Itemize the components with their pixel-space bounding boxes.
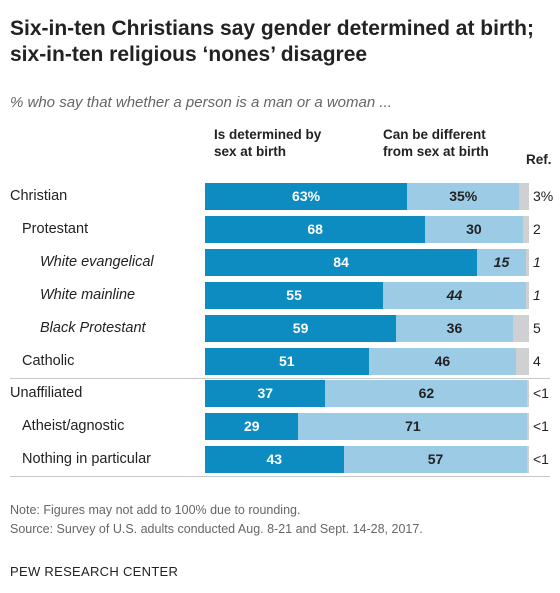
value-label-ref: 1 bbox=[533, 287, 541, 303]
value-label-determined: 29 bbox=[243, 418, 260, 434]
note-text: Note: Figures may not add to 100% due to… bbox=[10, 503, 301, 517]
bar-segment-ref bbox=[527, 380, 529, 407]
bar-segment-determined bbox=[205, 282, 384, 309]
row-label-protestant: Protestant bbox=[22, 221, 89, 237]
bar-segment-determined bbox=[205, 380, 326, 407]
row-label-nothing-in-particular: Nothing in particular bbox=[22, 451, 151, 467]
bar-segment-different bbox=[298, 413, 528, 440]
value-label-different: 15 bbox=[493, 254, 510, 270]
bar-segment-determined bbox=[205, 249, 478, 276]
bar-segment-different bbox=[407, 183, 520, 210]
bar-segment-ref bbox=[525, 249, 529, 276]
bar-row-black-protestant: 59 36 bbox=[205, 315, 529, 342]
value-label-different: 71 bbox=[405, 418, 421, 434]
value-label-ref: 5 bbox=[533, 320, 541, 336]
bar-segment-different bbox=[368, 348, 517, 375]
bar-row-nothing-in-particular: 43 57 bbox=[205, 446, 529, 473]
value-label-different: 62 bbox=[418, 385, 435, 401]
column-header-different: Can be different from sex at birth bbox=[383, 127, 489, 159]
bar-row-protestant: 68 30 bbox=[205, 216, 529, 243]
bar-segment-different bbox=[325, 380, 528, 407]
value-label-determined: 68 bbox=[307, 221, 323, 237]
brand-name: PEW RESEARCH CENTER bbox=[10, 564, 179, 579]
value-label-ref: <1 bbox=[533, 385, 549, 401]
value-label-ref: 3% bbox=[533, 188, 554, 204]
bar-segment-determined bbox=[205, 315, 397, 342]
value-label-different: 35% bbox=[449, 188, 478, 204]
bar-row-atheist-agnostic: 29 71 bbox=[205, 413, 529, 440]
column-header-ref: Ref. bbox=[526, 152, 552, 167]
value-label-different: 46 bbox=[434, 353, 451, 369]
row-label-white-evangelical: White evangelical bbox=[40, 254, 154, 270]
group-separator bbox=[10, 476, 550, 477]
bar-segment-ref bbox=[519, 183, 529, 210]
bar-segment-ref bbox=[527, 446, 529, 473]
value-label-determined: 59 bbox=[292, 320, 309, 336]
bar-row-unaffiliated: 37 62 bbox=[205, 380, 529, 407]
bar-segment-ref bbox=[527, 413, 529, 440]
value-label-determined: 51 bbox=[279, 353, 295, 369]
bar-segment-ref bbox=[522, 216, 529, 243]
bar-row-catholic: 51 46 bbox=[205, 348, 529, 375]
row-label-catholic: Catholic bbox=[22, 353, 75, 369]
bar-segment-ref bbox=[525, 282, 529, 309]
value-label-determined: 63% bbox=[292, 188, 321, 204]
value-label-different: 57 bbox=[427, 451, 444, 467]
source-text: Source: Survey of U.S. adults conducted … bbox=[10, 522, 423, 536]
value-label-ref: <1 bbox=[533, 418, 549, 434]
row-label-atheist-agnostic: Atheist/agnostic bbox=[22, 418, 125, 434]
bar-row-white-mainline: 55 44 bbox=[205, 282, 529, 309]
value-label-determined: 84 bbox=[333, 254, 349, 270]
bar-segment-different bbox=[343, 446, 528, 473]
bar-segment-different bbox=[396, 315, 513, 342]
bar-segment-different bbox=[383, 282, 526, 309]
row-label-unaffiliated: Unaffiliated bbox=[10, 385, 83, 401]
bar-segment-determined bbox=[205, 446, 344, 473]
column-header-determined: Is determined by sex at birth bbox=[214, 127, 322, 159]
value-label-determined: 37 bbox=[257, 385, 274, 401]
row-label-black-protestant: Black Protestant bbox=[40, 320, 146, 336]
bar-row-christian: 63% 35% bbox=[205, 183, 529, 210]
bar-segment-determined bbox=[205, 413, 299, 440]
value-label-different: 36 bbox=[446, 320, 463, 336]
value-label-different: 30 bbox=[466, 221, 482, 237]
group-separator bbox=[10, 378, 550, 379]
bar-segment-determined bbox=[205, 216, 426, 243]
value-label-ref: <1 bbox=[533, 451, 549, 467]
row-label-christian: Christian bbox=[10, 188, 68, 204]
row-label-white-mainline: White mainline bbox=[40, 287, 136, 303]
value-label-determined: 43 bbox=[266, 451, 283, 467]
bar-row-white-evangelical: 84 15 bbox=[205, 249, 529, 276]
bar-segment-ref bbox=[512, 315, 529, 342]
bar-segment-different bbox=[477, 249, 526, 276]
value-label-different: 44 bbox=[446, 287, 463, 303]
value-label-determined: 55 bbox=[286, 287, 302, 303]
bar-segment-determined bbox=[205, 348, 369, 375]
bar-segment-different bbox=[425, 216, 523, 243]
chart-subtitle: % who say that whether a person is a man… bbox=[10, 94, 392, 111]
chart-title: Six-in-ten Christians say gender determi… bbox=[10, 17, 534, 66]
bar-segment-determined bbox=[205, 183, 408, 210]
value-label-ref: 1 bbox=[533, 254, 541, 270]
value-label-ref: 2 bbox=[533, 221, 541, 237]
bar-segment-ref bbox=[516, 348, 529, 375]
value-label-ref: 4 bbox=[533, 353, 541, 369]
